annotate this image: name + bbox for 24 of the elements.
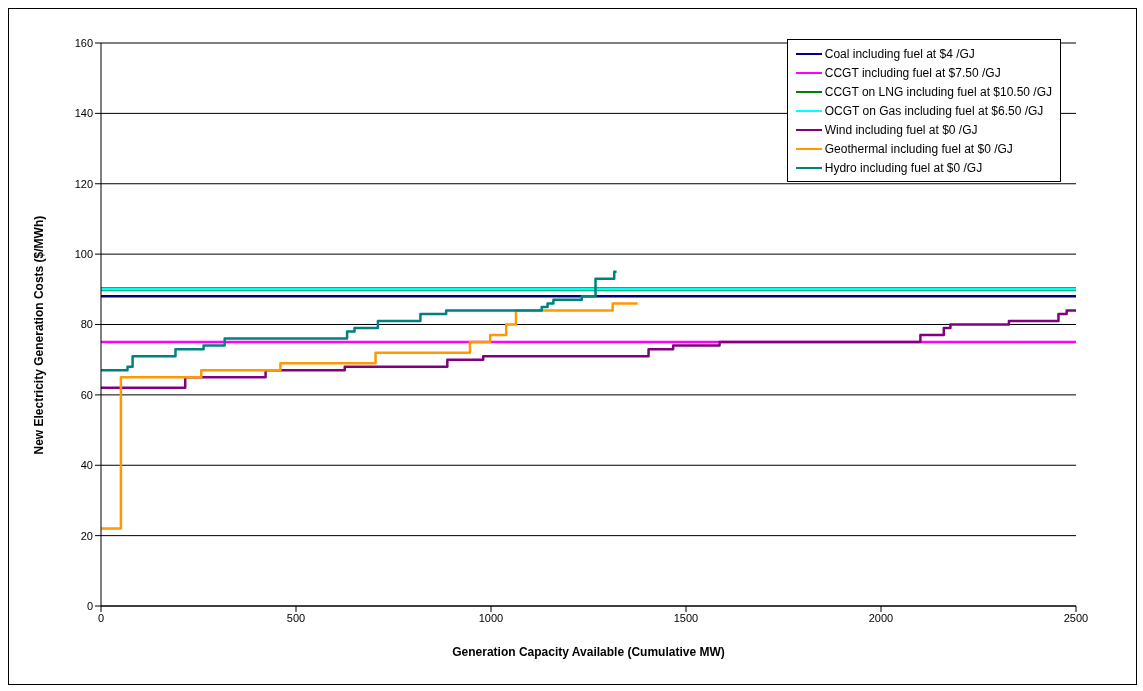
legend-label: CCGT including fuel at $7.50 /GJ [824,65,1001,80]
x-tick-label: 1500 [673,611,699,624]
y-tick-label: 100 [74,248,93,261]
y-tick-label: 40 [80,459,93,472]
x-tick-label: 1000 [478,611,504,624]
y-tick-label: 120 [74,177,93,190]
legend-label: Coal including fuel at $4 /GJ [824,46,975,61]
x-tick-label: 0 [97,611,105,624]
legend-label: Wind including fuel at $0 /GJ [824,122,978,137]
legend-label: CCGT on LNG including fuel at $10.50 /GJ [824,84,1052,99]
x-tick-label: 500 [286,611,306,624]
x-axis-title: Generation Capacity Available (Cumulative MW) [452,645,725,659]
y-tick-label: 20 [80,529,93,542]
y-axis-title: New Electricity Generation Costs ($/MWh) [32,215,47,455]
y-tick-label: 0 [86,599,93,612]
legend-label: Hydro including fuel at $0 /GJ [824,160,983,175]
y-tick-label: 140 [74,107,93,120]
y-tick-label: 80 [80,318,93,331]
legend-label: OCGT on Gas including fuel at $6.50 /GJ [824,103,1044,118]
legend-label: Geothermal including fuel at $0 /GJ [824,141,1013,156]
x-tick-label: 2000 [868,611,894,624]
x-tick-label: 2500 [1063,611,1089,624]
y-tick-label: 60 [80,388,93,401]
y-tick-label: 160 [74,36,93,49]
